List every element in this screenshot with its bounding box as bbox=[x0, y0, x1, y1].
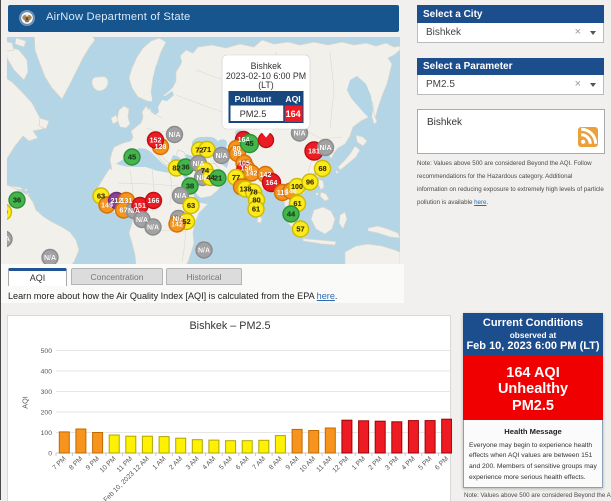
svg-text:2 PM: 2 PM bbox=[367, 455, 383, 471]
svg-text:96: 96 bbox=[306, 178, 314, 187]
svg-text:138: 138 bbox=[240, 187, 252, 194]
svg-text:2 AM: 2 AM bbox=[168, 455, 184, 471]
svg-text:7 AM: 7 AM bbox=[251, 455, 267, 471]
svg-text:N/A: N/A bbox=[136, 217, 148, 224]
svg-text:45: 45 bbox=[245, 139, 253, 148]
svg-text:146: 146 bbox=[285, 189, 297, 196]
svg-text:0: 0 bbox=[48, 451, 52, 458]
svg-text:142: 142 bbox=[246, 171, 258, 178]
svg-text:N/A: N/A bbox=[215, 153, 227, 160]
svg-text:38: 38 bbox=[186, 182, 194, 191]
svg-text:142: 142 bbox=[171, 222, 183, 229]
svg-text:21: 21 bbox=[214, 174, 222, 183]
svg-text:151: 151 bbox=[134, 203, 146, 210]
svg-text:57: 57 bbox=[296, 225, 304, 234]
svg-text:78: 78 bbox=[249, 188, 257, 197]
svg-text:61: 61 bbox=[293, 199, 301, 208]
svg-text:5 AM: 5 AM bbox=[218, 455, 234, 471]
svg-text:82: 82 bbox=[172, 164, 180, 173]
svg-text:N/A: N/A bbox=[293, 131, 305, 138]
svg-text:100: 100 bbox=[291, 184, 303, 191]
svg-text:164: 164 bbox=[238, 137, 250, 144]
svg-text:52: 52 bbox=[182, 217, 190, 226]
svg-text:Pollutant: Pollutant bbox=[235, 94, 272, 104]
svg-text:Bishkek: Bishkek bbox=[251, 61, 282, 71]
svg-text:80: 80 bbox=[232, 144, 240, 153]
svg-text:4 AM: 4 AM bbox=[201, 455, 217, 471]
svg-text:N/A: N/A bbox=[147, 225, 159, 232]
svg-text:PM2.5: PM2.5 bbox=[240, 109, 267, 119]
svg-text:N/A: N/A bbox=[198, 248, 210, 255]
svg-text:2023-02-10 6:00 PM: 2023-02-10 6:00 PM bbox=[226, 71, 306, 81]
svg-text:5 PM: 5 PM bbox=[417, 455, 433, 471]
svg-text:8 AM: 8 AM bbox=[268, 455, 284, 471]
svg-text:131: 131 bbox=[121, 198, 133, 205]
svg-text:N/A: N/A bbox=[44, 255, 56, 262]
svg-text:10 PM: 10 PM bbox=[99, 455, 118, 474]
svg-text:N/A: N/A bbox=[7, 237, 10, 244]
svg-text:36: 36 bbox=[13, 196, 21, 205]
svg-text:166: 166 bbox=[148, 198, 160, 205]
svg-text:500: 500 bbox=[41, 348, 53, 355]
svg-text:105: 105 bbox=[238, 161, 250, 168]
svg-text:74: 74 bbox=[201, 166, 210, 175]
svg-text:77: 77 bbox=[232, 173, 240, 182]
svg-text:63: 63 bbox=[97, 192, 105, 201]
svg-text:44: 44 bbox=[206, 173, 215, 182]
svg-text:3 PM: 3 PM bbox=[384, 455, 400, 471]
svg-text:45: 45 bbox=[128, 153, 136, 162]
svg-text:115: 115 bbox=[277, 190, 288, 197]
svg-text:72: 72 bbox=[195, 146, 203, 155]
svg-text:100: 100 bbox=[41, 430, 53, 437]
svg-text:12 PM: 12 PM bbox=[331, 455, 350, 474]
svg-text:10 AM: 10 AM bbox=[299, 455, 318, 474]
svg-text:164: 164 bbox=[266, 180, 278, 187]
svg-text:N/A: N/A bbox=[196, 175, 208, 182]
svg-text:142: 142 bbox=[260, 172, 272, 179]
svg-text:89: 89 bbox=[233, 149, 241, 158]
svg-text:3 AM: 3 AM bbox=[185, 455, 201, 471]
svg-text:71: 71 bbox=[203, 145, 211, 154]
svg-text:79: 79 bbox=[7, 208, 8, 217]
svg-text:AQI: AQI bbox=[285, 94, 300, 104]
svg-text:11 AM: 11 AM bbox=[315, 455, 333, 473]
svg-text:36: 36 bbox=[181, 163, 189, 172]
svg-text:67: 67 bbox=[119, 206, 127, 215]
svg-text:1 PM: 1 PM bbox=[351, 455, 367, 471]
svg-text:200: 200 bbox=[41, 410, 53, 417]
svg-text:68: 68 bbox=[318, 164, 326, 173]
svg-text:7 PM: 7 PM bbox=[52, 455, 68, 471]
svg-text:164: 164 bbox=[286, 109, 301, 119]
svg-text:8 PM: 8 PM bbox=[68, 455, 84, 471]
svg-text:400: 400 bbox=[41, 369, 53, 376]
svg-text:N/A: N/A bbox=[319, 145, 331, 152]
svg-text:6 AM: 6 AM bbox=[235, 455, 251, 471]
svg-text:158: 158 bbox=[241, 166, 253, 173]
svg-text:6 PM: 6 PM bbox=[434, 455, 450, 471]
svg-text:300: 300 bbox=[41, 389, 53, 396]
svg-text:181: 181 bbox=[308, 149, 320, 156]
svg-text:149: 149 bbox=[101, 203, 113, 210]
svg-text:63: 63 bbox=[187, 201, 195, 210]
svg-text:(LT): (LT) bbox=[258, 80, 274, 90]
svg-text:212: 212 bbox=[111, 198, 123, 205]
svg-text:N/A: N/A bbox=[192, 161, 204, 168]
svg-text:61: 61 bbox=[252, 205, 260, 214]
svg-text:1 AM: 1 AM bbox=[152, 455, 168, 471]
svg-text:80: 80 bbox=[252, 196, 260, 205]
svg-text:N/A: N/A bbox=[128, 208, 140, 215]
svg-text:152: 152 bbox=[150, 138, 162, 145]
svg-text:N/A: N/A bbox=[172, 216, 184, 223]
svg-text:N/A: N/A bbox=[174, 193, 186, 200]
svg-text:44: 44 bbox=[287, 210, 296, 219]
svg-text:128: 128 bbox=[155, 144, 167, 151]
svg-text:4 PM: 4 PM bbox=[401, 455, 417, 471]
svg-text:N/A: N/A bbox=[168, 132, 180, 139]
